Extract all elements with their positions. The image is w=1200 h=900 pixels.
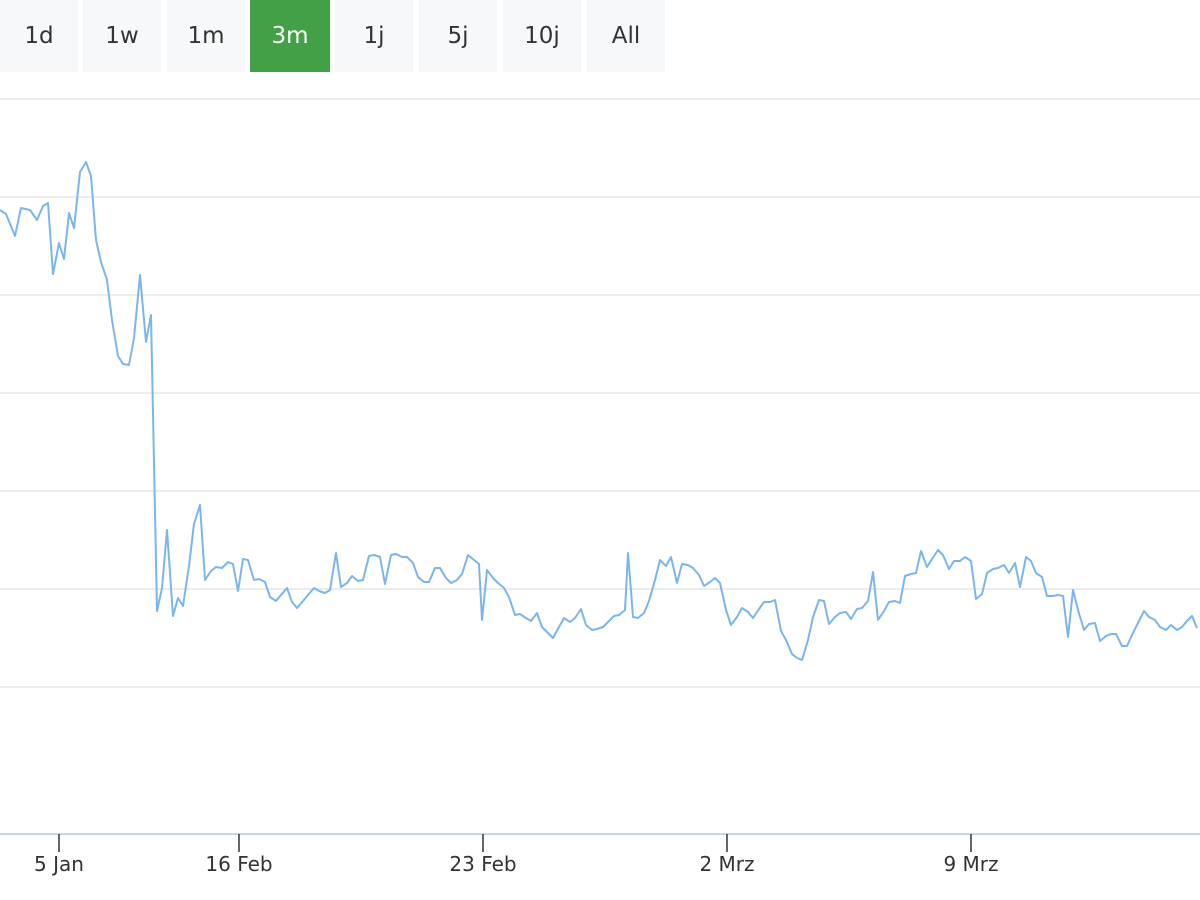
range-button[interactable]: 1m xyxy=(167,0,245,72)
range-button[interactable]: 10j xyxy=(503,0,581,72)
range-button[interactable]: 3m xyxy=(250,0,330,72)
range-button[interactable]: 1w xyxy=(83,0,161,72)
range-button[interactable]: All xyxy=(587,0,665,72)
x-tick-label: 23 Feb xyxy=(449,852,516,876)
x-tick-label: 5 Jan xyxy=(34,852,84,876)
range-button[interactable]: 5j xyxy=(419,0,497,72)
x-tick-label: 9 Mrz xyxy=(943,852,998,876)
x-tick-label: 16 Feb xyxy=(205,852,272,876)
x-tick-label: 2 Mrz xyxy=(699,852,754,876)
range-button[interactable]: 1d xyxy=(0,0,78,72)
price-line xyxy=(0,161,1198,661)
range-button[interactable]: 1j xyxy=(335,0,413,72)
